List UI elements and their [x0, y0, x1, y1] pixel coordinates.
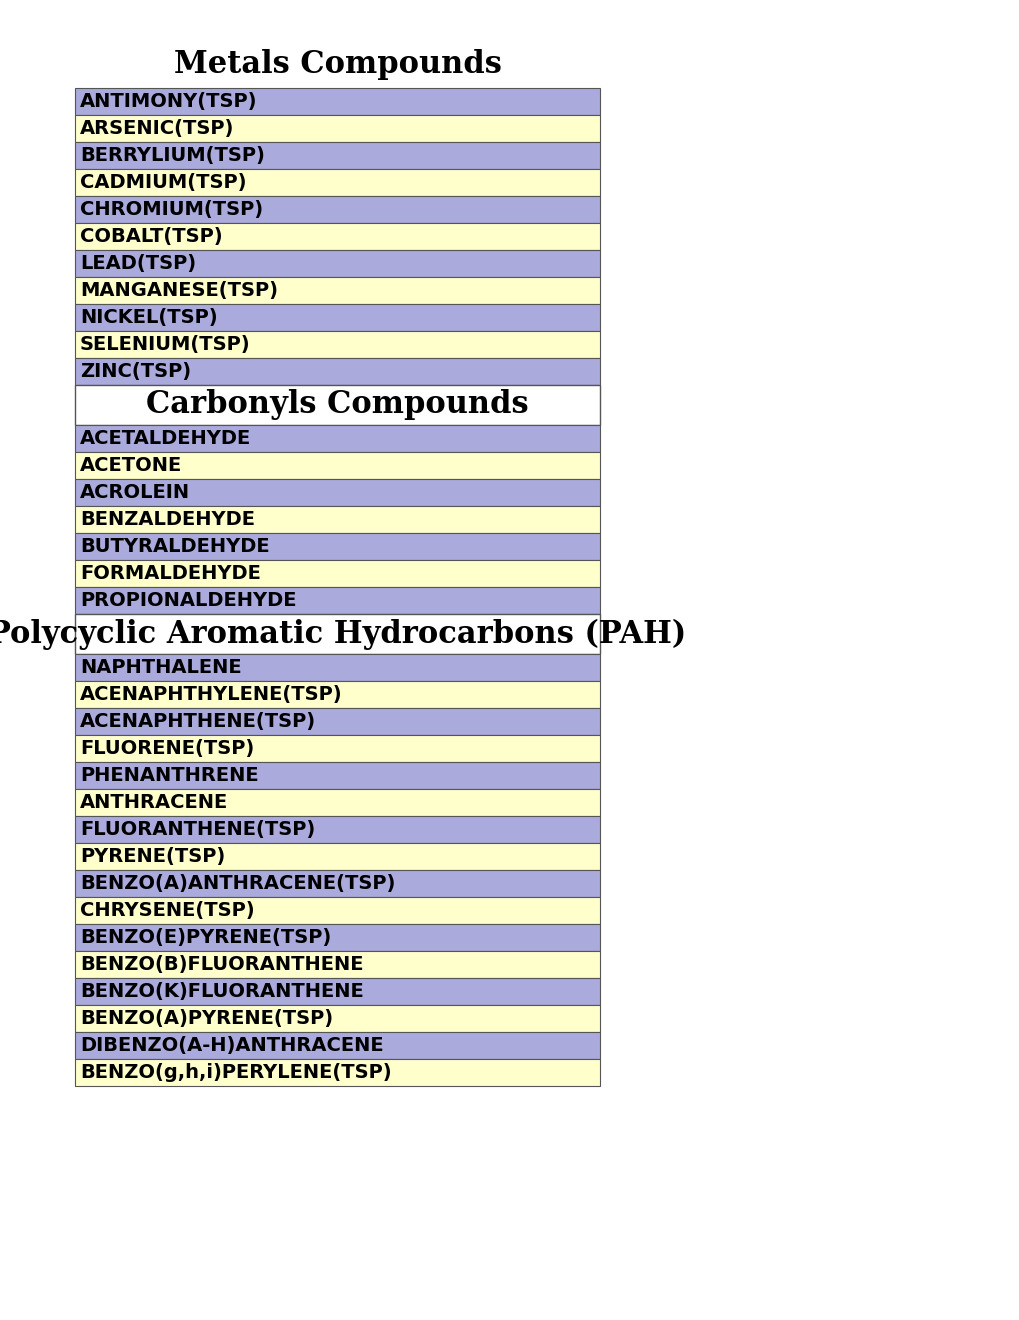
Text: NAPHTHALENE: NAPHTHALENE: [79, 657, 242, 677]
Text: Polycyclic Aromatic Hydrocarbons (PAH): Polycyclic Aromatic Hydrocarbons (PAH): [0, 618, 686, 649]
Text: ANTHRACENE: ANTHRACENE: [79, 793, 228, 812]
Bar: [75, 587, 599, 614]
Text: ANTIMONY(TSP): ANTIMONY(TSP): [79, 92, 257, 111]
Bar: [75, 950, 599, 978]
Bar: [75, 249, 599, 277]
Text: PHENANTHRENE: PHENANTHRENE: [79, 766, 259, 785]
Text: ACETONE: ACETONE: [79, 455, 182, 475]
Bar: [75, 1059, 599, 1086]
Bar: [75, 816, 599, 843]
Text: BENZO(A)ANTHRACENE(TSP): BENZO(A)ANTHRACENE(TSP): [79, 874, 395, 894]
Text: SELENIUM(TSP): SELENIUM(TSP): [79, 335, 251, 354]
Text: Carbonyls Compounds: Carbonyls Compounds: [146, 389, 528, 421]
Bar: [75, 385, 599, 425]
Bar: [75, 708, 599, 735]
Text: BERRYLIUM(TSP): BERRYLIUM(TSP): [79, 147, 265, 165]
Bar: [75, 331, 599, 358]
Text: DIBENZO(A-H)ANTHRACENE: DIBENZO(A-H)ANTHRACENE: [79, 1036, 383, 1055]
Text: NICKEL(TSP): NICKEL(TSP): [79, 308, 217, 327]
Text: FLUORANTHENE(TSP): FLUORANTHENE(TSP): [79, 820, 315, 840]
Text: CADMIUM(TSP): CADMIUM(TSP): [79, 173, 247, 191]
Bar: [75, 978, 599, 1005]
Bar: [75, 143, 599, 169]
Text: Metals Compounds: Metals Compounds: [173, 49, 501, 81]
Text: COBALT(TSP): COBALT(TSP): [79, 227, 222, 246]
Text: BUTYRALDEHYDE: BUTYRALDEHYDE: [79, 537, 269, 556]
Bar: [75, 614, 599, 653]
Text: ACENAPHTHENE(TSP): ACENAPHTHENE(TSP): [79, 711, 316, 731]
Text: ACENAPHTHYLENE(TSP): ACENAPHTHYLENE(TSP): [79, 685, 342, 704]
Bar: [75, 451, 599, 479]
Text: PROPIONALDEHYDE: PROPIONALDEHYDE: [79, 591, 297, 610]
Text: FLUORENE(TSP): FLUORENE(TSP): [79, 739, 254, 758]
Bar: [75, 1005, 599, 1032]
Text: BENZALDEHYDE: BENZALDEHYDE: [79, 510, 255, 529]
Bar: [75, 277, 599, 304]
Bar: [75, 789, 599, 816]
Bar: [75, 195, 599, 223]
Bar: [75, 88, 599, 115]
Text: CHROMIUM(TSP): CHROMIUM(TSP): [79, 201, 263, 219]
Text: PYRENE(TSP): PYRENE(TSP): [79, 847, 225, 866]
Text: ACETALDEHYDE: ACETALDEHYDE: [79, 429, 251, 447]
Bar: [75, 115, 599, 143]
Bar: [75, 870, 599, 898]
Text: ARSENIC(TSP): ARSENIC(TSP): [79, 119, 234, 139]
Bar: [75, 762, 599, 789]
Text: LEAD(TSP): LEAD(TSP): [79, 253, 196, 273]
Bar: [75, 506, 599, 533]
Bar: [75, 425, 599, 451]
Text: BENZO(g,h,i)PERYLENE(TSP): BENZO(g,h,i)PERYLENE(TSP): [79, 1063, 391, 1082]
Text: MANGANESE(TSP): MANGANESE(TSP): [79, 281, 278, 300]
Bar: [75, 223, 599, 249]
Bar: [75, 924, 599, 950]
Bar: [75, 533, 599, 560]
Text: BENZO(A)PYRENE(TSP): BENZO(A)PYRENE(TSP): [79, 1008, 333, 1028]
Text: BENZO(E)PYRENE(TSP): BENZO(E)PYRENE(TSP): [79, 928, 331, 946]
Bar: [75, 358, 599, 385]
Bar: [75, 169, 599, 195]
Text: FORMALDEHYDE: FORMALDEHYDE: [79, 564, 261, 583]
Bar: [75, 1032, 599, 1059]
Bar: [75, 304, 599, 331]
Bar: [75, 843, 599, 870]
Bar: [75, 898, 599, 924]
Bar: [75, 479, 599, 506]
Text: CHRYSENE(TSP): CHRYSENE(TSP): [79, 902, 255, 920]
Text: ACROLEIN: ACROLEIN: [79, 483, 190, 502]
Bar: [75, 681, 599, 708]
Text: BENZO(K)FLUORANTHENE: BENZO(K)FLUORANTHENE: [79, 982, 364, 1001]
Bar: [75, 735, 599, 762]
Text: ZINC(TSP): ZINC(TSP): [79, 362, 191, 381]
Text: BENZO(B)FLUORANTHENE: BENZO(B)FLUORANTHENE: [79, 954, 363, 974]
Bar: [75, 560, 599, 587]
Bar: [75, 653, 599, 681]
